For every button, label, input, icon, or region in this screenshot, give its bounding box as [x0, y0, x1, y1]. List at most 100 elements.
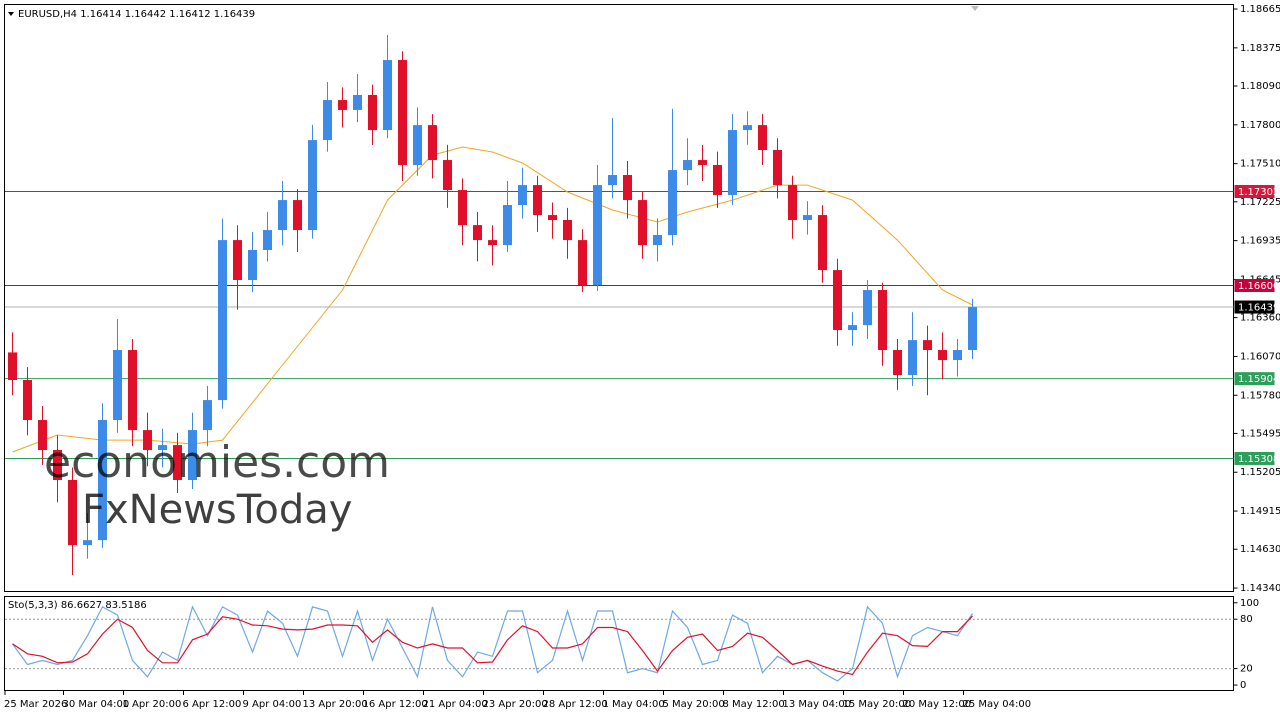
candle-body [158, 445, 167, 451]
candle-body [188, 430, 197, 481]
x-tick-label: 23 Apr 20:00 [483, 699, 548, 710]
y-tick-label: 1.17800 [1240, 120, 1280, 131]
candle-body [653, 235, 662, 246]
candle-body [698, 160, 707, 165]
shift-marker[interactable] [971, 6, 979, 11]
x-tick-label: 1 Apr 20:00 [123, 699, 182, 710]
candle-body [248, 250, 257, 280]
x-tick-label: 21 Apr 04:00 [423, 699, 488, 710]
candle-body [608, 175, 617, 186]
candle-body [488, 240, 497, 246]
x-tick-label: 5 May 20:00 [663, 699, 725, 710]
candle-body [38, 420, 47, 451]
candle-body [368, 94, 377, 131]
candle-body [743, 125, 752, 131]
candle-body [578, 240, 587, 286]
collapse-arrow[interactable] [8, 12, 14, 16]
level-label: 1.15308 [1238, 454, 1279, 465]
candle-body [908, 340, 917, 376]
candle-body [263, 230, 272, 251]
x-tick-label: 9 Apr 04:00 [243, 699, 302, 710]
candle-body [413, 125, 422, 165]
y-tick-label: 1.14340 [1240, 583, 1280, 594]
candle-body [638, 200, 647, 246]
watermark: FxNewsToday [82, 487, 352, 533]
candle-body [623, 175, 632, 201]
level-label: 1.15904 [1238, 374, 1279, 385]
y-tick-label: 1.16070 [1240, 351, 1280, 362]
candle-body [923, 340, 932, 351]
candle-body [878, 290, 887, 351]
y-tick-label: 1.15780 [1240, 390, 1280, 401]
candle-body [218, 240, 227, 401]
candle-body [383, 60, 392, 131]
candle-body [803, 215, 812, 221]
candle-body [548, 215, 557, 221]
level-label-bg [1234, 184, 1275, 198]
y-tick-label: 1.16360 [1240, 313, 1280, 324]
moving-average [12, 146, 973, 453]
candle-body [143, 430, 152, 451]
indicator-header: Sto(5,3,3) 86.6627 83.5186 [8, 600, 147, 611]
candle-body [818, 215, 827, 271]
candle-body [308, 140, 317, 231]
candle-body [23, 380, 32, 421]
candle-body [563, 220, 572, 241]
candle-body [833, 270, 842, 331]
symbol-header: EURUSD,H4 1.16414 1.16442 1.16412 1.1643… [18, 9, 255, 20]
candle-body [893, 350, 902, 376]
y-tick-label: 1.18375 [1240, 43, 1280, 54]
candle-body [518, 185, 527, 206]
candle-body [128, 350, 137, 431]
candle-body [683, 160, 692, 171]
y-tick-label: 1.17225 [1240, 197, 1280, 208]
candle-body [443, 160, 452, 191]
candle-body [398, 60, 407, 165]
level-label-bg [1234, 451, 1275, 465]
y-tick-label: 1.18090 [1240, 81, 1280, 92]
candle-body [758, 125, 767, 150]
x-tick-label: 13 May 04:00 [783, 699, 852, 710]
y-tick-label: 80 [1240, 614, 1253, 625]
indicator-panel [4, 596, 1234, 691]
candle-body [68, 480, 77, 546]
x-tick-label: 28 Apr 12:00 [543, 699, 608, 710]
level-label: 1.17302 [1238, 187, 1279, 198]
y-tick-label: 20 [1240, 664, 1253, 675]
main-panel [4, 4, 1234, 592]
y-tick-label: 1.18665 [1240, 4, 1280, 15]
candle-body [503, 205, 512, 246]
candle-body [788, 185, 797, 221]
x-tick-label: 15 May 20:00 [843, 699, 912, 710]
oscillator-line [12, 615, 973, 676]
candle-body [773, 149, 782, 186]
x-tick-label: 13 Apr 20:00 [303, 699, 368, 710]
candle-body [593, 185, 602, 286]
candle-body [8, 352, 17, 381]
y-tick-label: 1.14630 [1240, 544, 1280, 555]
level-label-bg [1234, 372, 1275, 386]
candle-body [323, 100, 332, 141]
candle-body [533, 185, 542, 216]
y-tick-label: 1.16935 [1240, 236, 1280, 247]
y-tick-label: 1.15495 [1240, 428, 1280, 439]
candle-body [83, 540, 92, 546]
candle-body [53, 450, 62, 481]
candle-body [293, 200, 302, 231]
y-tick-label: 0 [1240, 680, 1246, 691]
candle-body [203, 400, 212, 431]
candle-body [428, 125, 437, 161]
candle-body [938, 350, 947, 361]
candle-body [233, 240, 242, 280]
candle-body [278, 200, 287, 231]
x-tick-label: 16 Apr 12:00 [363, 699, 428, 710]
x-tick-label: 20 May 12:00 [903, 699, 972, 710]
candle-body [458, 190, 467, 226]
candle-body [953, 350, 962, 361]
level-label: 1.16600 [1238, 281, 1279, 292]
candle-body [353, 94, 362, 110]
x-tick-label: 25 Mar 2026 [4, 699, 67, 710]
